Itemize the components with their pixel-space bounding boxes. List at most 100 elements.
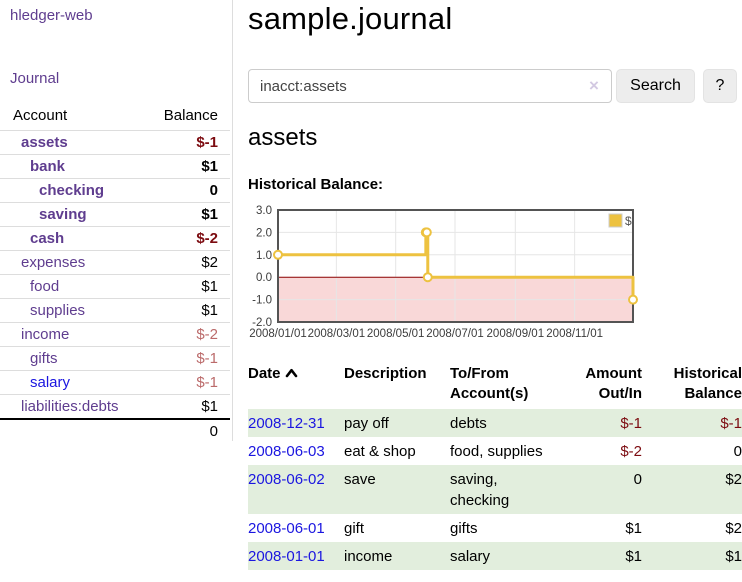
svg-text:2008/07/01: 2008/07/01 bbox=[426, 328, 484, 340]
data-point-marker bbox=[421, 227, 432, 238]
transaction-balance: 0 bbox=[733, 443, 742, 460]
account-link-assets[interactable]: assets bbox=[21, 134, 68, 151]
transaction-accounts: food, supplies bbox=[450, 443, 543, 460]
amount-column-header: Amount Out/In bbox=[585, 365, 642, 402]
sidebar: hledger-web Journal Account Balance asse… bbox=[0, 0, 233, 441]
account-link-food[interactable]: food bbox=[30, 278, 60, 295]
account-row: salary $-1 bbox=[0, 370, 230, 395]
transaction-amount: $-1 bbox=[620, 415, 642, 432]
date-column-header[interactable]: Date bbox=[248, 362, 344, 409]
transaction-accounts: debts bbox=[450, 415, 487, 432]
account-balance: $1 bbox=[201, 278, 218, 295]
account-link-expenses[interactable]: expenses bbox=[21, 254, 86, 271]
account-balance: $1 bbox=[201, 398, 218, 415]
account-link-bank[interactable]: bank bbox=[30, 158, 66, 175]
account-balance: $-1 bbox=[196, 350, 218, 367]
account-balance: $-2 bbox=[196, 326, 218, 343]
transaction-description: save bbox=[344, 471, 376, 488]
page-title: sample.journal bbox=[248, 1, 453, 36]
account-balance: $2 bbox=[201, 254, 218, 271]
transaction-date-link[interactable]: 2008-06-03 bbox=[248, 443, 325, 460]
svg-text:0.0: 0.0 bbox=[256, 272, 272, 284]
svg-text:-2.0: -2.0 bbox=[252, 317, 272, 329]
transaction-amount: $-2 bbox=[620, 443, 642, 460]
account-row: supplies $1 bbox=[0, 298, 230, 323]
transaction-description: eat & shop bbox=[344, 443, 416, 460]
search-input[interactable] bbox=[248, 69, 612, 103]
account-link-saving[interactable]: saving bbox=[39, 206, 87, 223]
transaction-balance: $-1 bbox=[720, 415, 742, 432]
svg-text:-1.0: -1.0 bbox=[252, 295, 272, 307]
account-row: expenses $2 bbox=[0, 250, 230, 275]
transaction-row: 2008-06-02 save saving, checking 0 $2 bbox=[248, 465, 742, 514]
transaction-row: 2008-06-03 eat & shop food, supplies $-2 0 bbox=[248, 437, 742, 465]
transaction-date-link[interactable]: 2008-12-31 bbox=[248, 415, 325, 432]
svg-text:2.0: 2.0 bbox=[256, 227, 272, 239]
accounts-total-row: 0 bbox=[0, 419, 230, 443]
transaction-balance: $2 bbox=[725, 471, 742, 488]
transaction-accounts: gifts bbox=[450, 520, 478, 537]
accounts-table: Account Balance assets $-1 bank $1 checking 0… bbox=[0, 103, 230, 443]
account-link-liabilities:debts[interactable]: liabilities:debts bbox=[21, 398, 119, 415]
svg-text:2008/01/01: 2008/01/01 bbox=[249, 328, 307, 340]
transaction-accounts: saving, checking bbox=[450, 471, 510, 509]
transaction-description: gift bbox=[344, 520, 365, 537]
app-title-link[interactable]: hledger-web bbox=[10, 7, 93, 24]
transaction-balance: $1 bbox=[725, 548, 742, 565]
data-point-marker bbox=[422, 272, 433, 283]
balance-column-header: Balance bbox=[163, 107, 218, 124]
account-heading: assets bbox=[248, 124, 318, 151]
data-point-marker bbox=[628, 294, 638, 305]
clear-search-icon[interactable]: × bbox=[589, 76, 599, 95]
transaction-accounts: salary bbox=[450, 548, 491, 565]
account-row: bank $1 bbox=[0, 154, 230, 179]
account-row: checking 0 bbox=[0, 178, 230, 203]
account-balance: $1 bbox=[201, 302, 218, 319]
account-balance: 0 bbox=[209, 182, 218, 199]
account-balance: $-1 bbox=[196, 374, 218, 391]
transaction-row: 2008-01-01 income salary $1 $1 bbox=[248, 542, 742, 570]
chart-legend: $ bbox=[608, 213, 632, 228]
account-link-salary[interactable]: salary bbox=[30, 374, 71, 391]
transaction-date-link[interactable]: 2008-06-02 bbox=[248, 471, 325, 488]
sidebar-item-journal[interactable]: Journal bbox=[10, 70, 60, 87]
svg-text:2008/03/01: 2008/03/01 bbox=[308, 328, 366, 340]
accounts-header-row: Account Balance bbox=[0, 103, 230, 131]
account-balance: $1 bbox=[201, 158, 218, 175]
account-balance: $1 bbox=[201, 206, 218, 223]
transaction-date-link[interactable]: 2008-01-01 bbox=[248, 548, 325, 565]
search-button[interactable]: Search bbox=[616, 69, 695, 103]
account-row: cash $-2 bbox=[0, 226, 230, 251]
account-link-cash[interactable]: cash bbox=[30, 230, 65, 247]
svg-text:2008/11/01: 2008/11/01 bbox=[546, 328, 603, 340]
transaction-row: 2008-06-01 gift gifts $1 $2 bbox=[248, 514, 742, 542]
account-link-checking[interactable]: checking bbox=[39, 182, 105, 199]
account-row: income $-2 bbox=[0, 322, 230, 347]
sort-asc-icon bbox=[285, 364, 298, 384]
transaction-description: pay off bbox=[344, 415, 389, 432]
transaction-amount: $1 bbox=[625, 520, 642, 537]
account-link-gifts[interactable]: gifts bbox=[30, 350, 58, 367]
transaction-amount: 0 bbox=[633, 471, 642, 488]
plot-border bbox=[277, 209, 634, 323]
svg-text:3.0: 3.0 bbox=[256, 205, 272, 217]
account-link-income[interactable]: income bbox=[21, 326, 70, 343]
transaction-amount: $1 bbox=[625, 548, 642, 565]
chart-title: Historical Balance: bbox=[248, 176, 384, 193]
account-balance: $-1 bbox=[196, 134, 218, 151]
account-row: liabilities:debts $1 bbox=[0, 394, 230, 420]
register-header-row: Date Description To/From Account(s) Amou… bbox=[248, 362, 742, 409]
data-point-marker bbox=[273, 249, 283, 260]
register-table: Date Description To/From Account(s) Amou… bbox=[248, 362, 742, 570]
accounts-column-header: To/From Account(s) bbox=[450, 365, 529, 402]
transaction-description: income bbox=[344, 548, 393, 565]
transaction-row: 2008-12-31 pay off debts $-1 $-1 bbox=[248, 409, 742, 437]
svg-text:2008/05/01: 2008/05/01 bbox=[367, 328, 425, 340]
account-row: gifts $-1 bbox=[0, 346, 230, 371]
account-row: assets $-1 bbox=[0, 130, 230, 155]
transaction-date-link[interactable]: 2008-06-01 bbox=[248, 520, 325, 537]
help-button[interactable]: ? bbox=[703, 69, 737, 103]
account-row: saving $1 bbox=[0, 202, 230, 227]
account-link-supplies[interactable]: supplies bbox=[30, 302, 86, 319]
